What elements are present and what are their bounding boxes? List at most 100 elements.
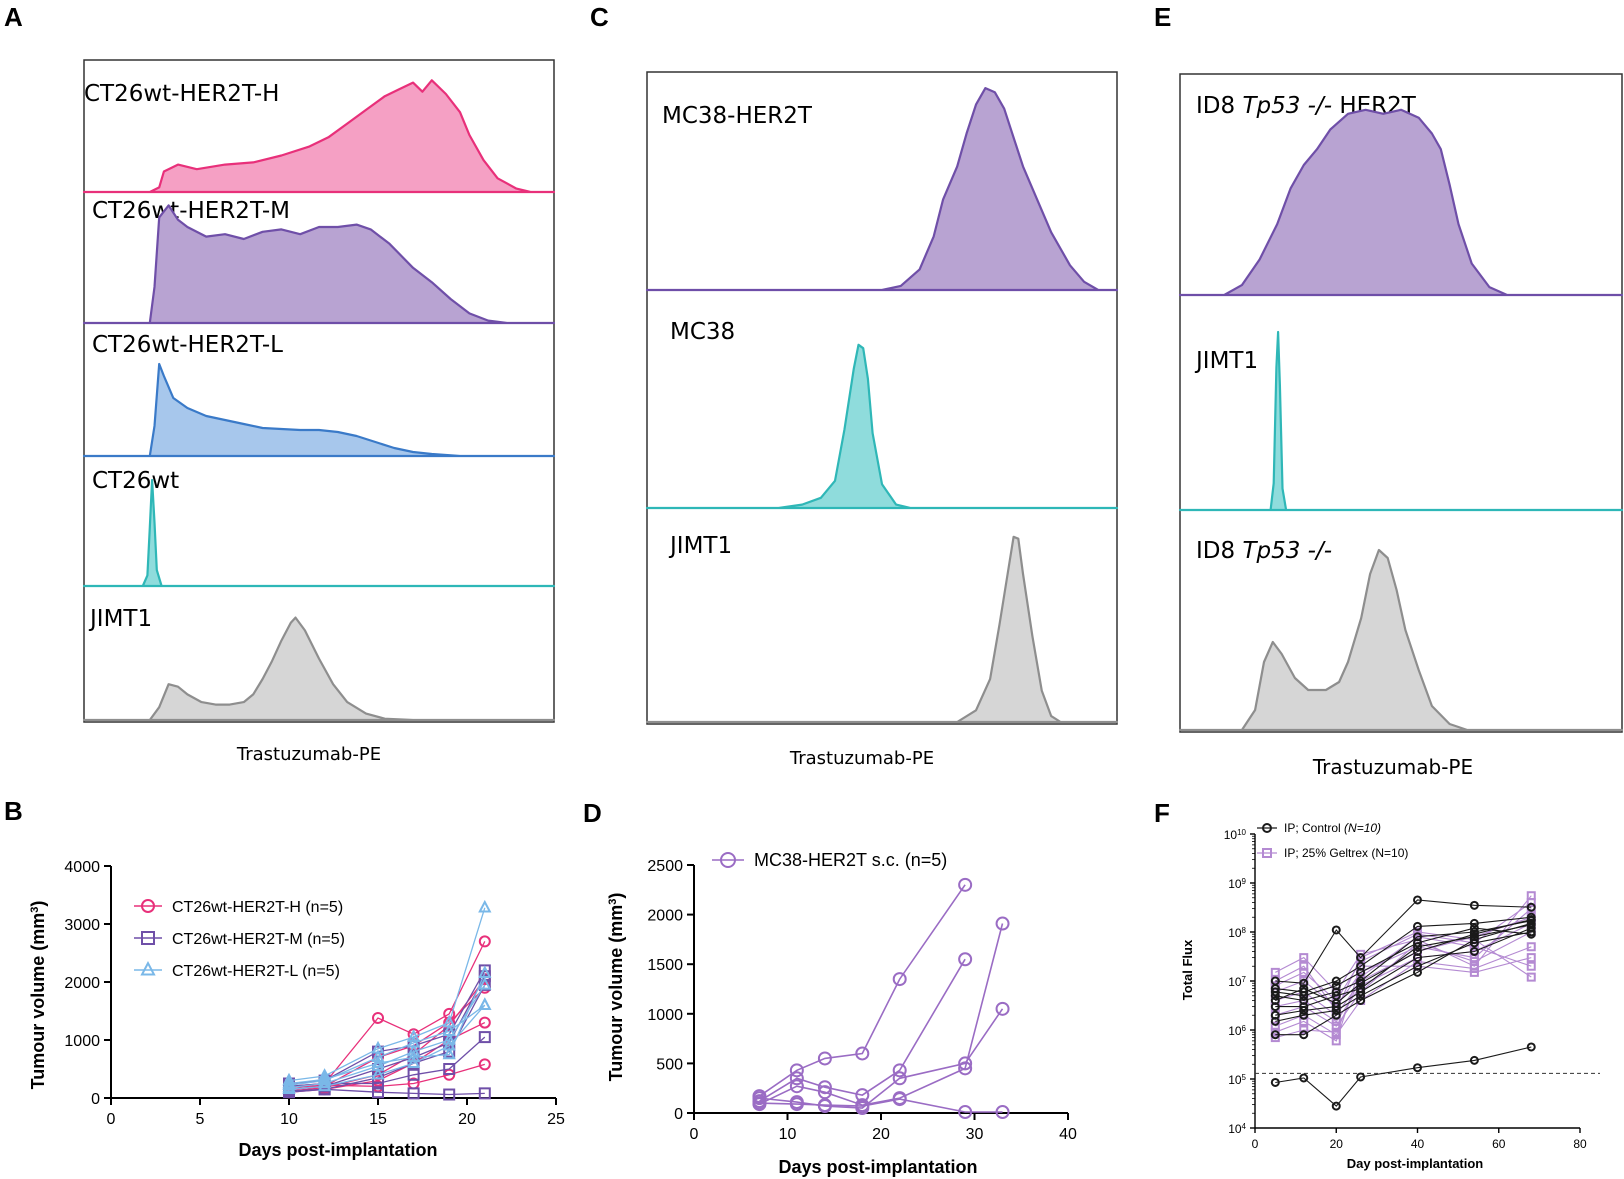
panel-b-y-tick-label: 0 <box>91 1091 100 1108</box>
panel-c-histograms: MC38-HER2T MC38 JIMT1 Trastuzumab-PE <box>645 71 1119 769</box>
panel-b-series-1-point <box>478 1031 491 1044</box>
panel-f-series-0-point <box>1299 978 1309 988</box>
panel-d-x-tick-label: 40 <box>1059 1126 1077 1143</box>
panel-f-line-chart: Day post-implantation Total Flux 0 20 40 60… <box>1180 821 1600 1171</box>
panel-f-series-1-point <box>1299 961 1309 971</box>
panel-b-series-2-line-0 <box>288 907 486 1082</box>
panel-f-series-0-point <box>1526 902 1536 912</box>
panel-f-series-0-point <box>1526 929 1536 939</box>
panel-d-point <box>752 1091 767 1106</box>
histogram-label-e-2-italic: Tp53 -/- <box>1242 538 1332 564</box>
panel-f-series-1-point <box>1469 967 1479 977</box>
panel-b-series-2-point <box>371 1066 385 1080</box>
panel-f-y-tick-label: 109 <box>1228 877 1246 892</box>
panel-d-y-tick-label: 0 <box>674 1106 683 1123</box>
panel-f-series-0-line-6 <box>1275 922 1532 1036</box>
panel-f-y-tick-exp: 8 <box>1242 926 1247 935</box>
panel-f-x-tick-label: 60 <box>1492 1137 1506 1151</box>
panel-d-y-title-text: Tumour volume (mm <box>606 905 626 1082</box>
panel-f-series-0-point <box>1413 921 1422 931</box>
panel-f-series-0-point <box>1356 978 1366 988</box>
panel-f-series-0-point <box>1356 1072 1366 1082</box>
panel-e-frame <box>1179 73 1623 733</box>
panel-f-series-0-point <box>1413 946 1422 956</box>
panel-d-point <box>892 972 907 987</box>
panel-f-y-tick-label: 106 <box>1228 1024 1246 1039</box>
panel-f-y-tick-label: 107 <box>1228 975 1246 990</box>
panel-f-series-1-point <box>1526 961 1536 971</box>
panel-b-series-2-point <box>478 997 492 1010</box>
panel-b-legend-marker-2 <box>140 960 156 976</box>
panel-f-series-0-point <box>1270 1016 1280 1026</box>
panel-f-series-0-point <box>1270 987 1280 997</box>
panel-a-histogram-0 <box>82 79 556 194</box>
panel-b-series-1-point <box>443 1088 456 1101</box>
panel-f-series-0-point <box>1299 1073 1309 1083</box>
panel-b-series-2-point <box>478 899 492 913</box>
histogram-label-e-2-part1: ID8 <box>1196 538 1242 564</box>
panel-f-y-tick-base: 10 <box>1224 828 1238 842</box>
panel-f-series-1-point <box>1299 953 1309 963</box>
panel-f-series-0-point <box>1469 929 1479 939</box>
panel-b-series-2-point <box>442 1037 456 1051</box>
panel-f-series-1-point <box>1526 972 1536 982</box>
panel-f-y-tick-exp: 5 <box>1242 1073 1247 1082</box>
panel-letter-a: A <box>4 2 23 32</box>
panel-f-series-0-line-5 <box>1275 931 1532 1022</box>
panel-b-x-tick-label: 0 <box>107 1111 116 1128</box>
panel-d-y-tick-label: 2500 <box>647 858 683 875</box>
panel-d-point <box>817 1080 832 1095</box>
histogram-label-a-3: CT26wt <box>92 468 179 494</box>
panel-b-series-0-point <box>478 1058 491 1071</box>
panel-b-series-2-point <box>317 1078 332 1092</box>
panel-d-point <box>817 1051 832 1066</box>
panel-d-x-tick-label: 0 <box>690 1126 699 1143</box>
histogram-label-e-0-italic: Tp53 -/- <box>1242 93 1332 119</box>
panel-f-x-tick-label: 0 <box>1252 1137 1259 1151</box>
panel-b-series-2-point <box>406 1029 421 1042</box>
panel-b-series-2-point <box>478 977 492 990</box>
panel-d-line-chart: Days post-implantation Tumour volume (mm… <box>606 850 1077 1177</box>
panel-b-y-title-text: Tumour volume (mm <box>28 913 48 1090</box>
panel-d-y-tick-label: 1000 <box>647 1007 683 1024</box>
panel-b-series-2-point <box>442 1046 456 1060</box>
panel-b-series-2-line-1 <box>288 1004 486 1086</box>
histogram-label-e-0-part1: ID8 <box>1196 93 1242 119</box>
panel-b-y-title-suffix: ) <box>28 901 48 907</box>
panel-d-line-0 <box>759 884 966 1097</box>
panel-f-series-0-point <box>1356 953 1366 963</box>
panel-b-y-tick-label: 3000 <box>64 917 100 934</box>
histogram-label-e-2: ID8 Tp53 -/- <box>1196 538 1332 564</box>
panel-e-histograms: ID8 Tp53 -/- HER2T JIMT1 ID8 Tp53 -/- Tr… <box>1178 73 1624 779</box>
panel-c-histogram-2 <box>645 535 1119 724</box>
panel-f-series-0-point <box>1270 995 1280 1005</box>
panel-f-y-tick-base: 10 <box>1228 1122 1242 1136</box>
panel-b-legend-marker-1 <box>141 931 155 945</box>
panel-b-series-2-point <box>282 1081 296 1095</box>
panel-f-y-tick-label: 104 <box>1228 1122 1246 1137</box>
panel-b-series-2-line-4 <box>288 1004 486 1090</box>
panel-d-point <box>892 1063 907 1078</box>
panel-f-x-axis-title: Day post-implantation <box>1347 1156 1484 1171</box>
panel-f-series-0-line-0 <box>1275 899 1532 984</box>
panel-d-x-tick-label: 10 <box>779 1126 797 1143</box>
panel-a-x-axis-title: Trastuzumab-PE <box>236 744 381 765</box>
histogram-label-c-1: MC38 <box>670 319 735 345</box>
panel-d-y-axis-title: Tumour volume (mm3) <box>606 893 626 1082</box>
panel-f-series-0-point <box>1331 1010 1341 1020</box>
panel-b-series-0-point <box>372 1011 384 1024</box>
panel-b-y-axis-title: Tumour volume (mm3) <box>28 901 48 1090</box>
panel-f-series-1-point <box>1413 927 1422 937</box>
panel-f-series-0-point <box>1356 991 1366 1001</box>
panel-d-point <box>855 1099 870 1114</box>
panel-b-series-2-point <box>282 1075 296 1089</box>
panel-b-series-1-point <box>407 1087 420 1100</box>
panel-f-y-tick-exp: 6 <box>1242 1024 1247 1033</box>
panel-d-x-axis-title: Days post-implantation <box>778 1157 977 1177</box>
panel-f-series-0-point <box>1270 1030 1280 1040</box>
panel-f-series-1-point <box>1270 1033 1280 1043</box>
panel-c-histogram-1 <box>645 343 1119 510</box>
panel-d-point <box>789 1071 804 1086</box>
panel-b-y-tick-label: 4000 <box>64 859 100 876</box>
panel-f-series-0-point <box>1270 1077 1280 1087</box>
